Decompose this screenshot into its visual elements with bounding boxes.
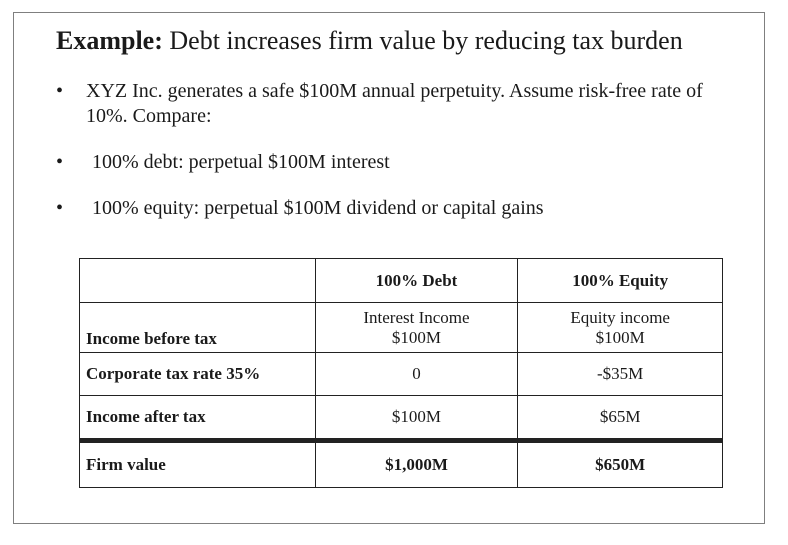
comparison-table: 100% Debt 100% Equity Income before tax … [79, 258, 723, 488]
cell-equity-line2: $100M [595, 327, 645, 347]
slide-title-lead: Example: [56, 26, 163, 55]
slide-title: Example: Debt increases firm value by re… [56, 25, 683, 57]
cell-debt: $1,000M [314, 438, 519, 488]
bullet-text: XYZ Inc. generates a safe $100M annual p… [86, 80, 703, 127]
cell-equity: -$35M [517, 352, 723, 396]
cell-equity: $65M [517, 395, 723, 441]
row-label: Firm value [79, 438, 316, 488]
bullet-item: • 100% equity: perpetual $100M dividend … [56, 196, 736, 221]
cell-equity: $650M [517, 438, 723, 488]
row-label: Income before tax [79, 302, 316, 353]
table-header-row: 100% Debt 100% Equity [79, 258, 723, 303]
slide-frame [13, 12, 765, 524]
row-label: Income after tax [79, 395, 316, 441]
bullet-item: • XYZ Inc. generates a safe $100M annual… [56, 79, 736, 129]
table-row-total: Firm value $1,000M $650M [79, 438, 723, 488]
cell-debt-line2: $100M [391, 327, 442, 347]
table-row: Income after tax $100M $65M [79, 395, 723, 441]
cell-debt: Interest Income $100M [314, 302, 519, 353]
table-header-empty [79, 258, 316, 303]
table-row: Income before tax Interest Income $100M … [79, 302, 723, 353]
bullet-text: 100% debt: perpetual $100M interest [92, 151, 390, 173]
cell-debt: $100M [314, 395, 519, 441]
table-row: Corporate tax rate 35% 0 -$35M [79, 352, 723, 396]
cell-debt-line1: Interest Income [363, 307, 470, 327]
row-label: Corporate tax rate 35% [79, 352, 316, 396]
bullet-text: 100% equity: perpetual $100M dividend or… [92, 197, 544, 219]
cell-equity-line1: Equity income [570, 307, 670, 327]
bullet-marker: • [56, 197, 64, 219]
bullet-item: • 100% debt: perpetual $100M interest [56, 150, 736, 175]
bullet-marker: • [56, 151, 64, 173]
slide-title-text: Debt increases firm value by reducing ta… [162, 26, 683, 55]
table-header-debt: 100% Debt [314, 258, 519, 303]
table-header-equity: 100% Equity [517, 258, 723, 303]
bullet-list: • XYZ Inc. generates a safe $100M annual… [56, 79, 736, 242]
bullet-marker: • [56, 80, 64, 102]
cell-debt: 0 [314, 352, 519, 396]
cell-equity: Equity income $100M [517, 302, 723, 353]
